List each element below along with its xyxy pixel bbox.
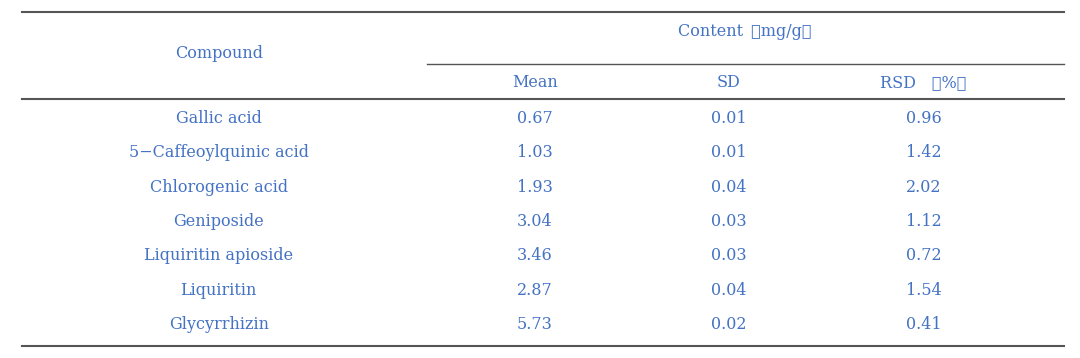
Text: 1.12: 1.12 xyxy=(905,213,942,230)
Text: 3.04: 3.04 xyxy=(517,213,552,230)
Text: 1.54: 1.54 xyxy=(905,282,942,299)
Text: 0.67: 0.67 xyxy=(516,110,553,127)
Text: Liquiritin apioside: Liquiritin apioside xyxy=(144,247,294,265)
Text: 5−Caffeoylquinic acid: 5−Caffeoylquinic acid xyxy=(129,144,309,161)
Text: Geniposide: Geniposide xyxy=(173,213,265,230)
Text: 0.04: 0.04 xyxy=(712,179,746,195)
Text: Liquiritin: Liquiritin xyxy=(180,282,257,299)
Text: Glycyrrhizin: Glycyrrhizin xyxy=(168,316,269,333)
Text: Gallic acid: Gallic acid xyxy=(176,110,261,127)
Text: 1.42: 1.42 xyxy=(906,144,941,161)
Text: 0.02: 0.02 xyxy=(712,316,746,333)
Text: 0.41: 0.41 xyxy=(906,316,941,333)
Text: 5.73: 5.73 xyxy=(516,316,553,333)
Text: RSD （%）: RSD （%） xyxy=(880,74,967,91)
Text: Content （mg/g）: Content （mg/g） xyxy=(678,23,812,40)
Text: 2.02: 2.02 xyxy=(906,179,941,195)
Text: 1.93: 1.93 xyxy=(516,179,553,195)
Text: Compound: Compound xyxy=(175,45,262,62)
Text: 0.72: 0.72 xyxy=(906,247,941,265)
Text: 0.96: 0.96 xyxy=(905,110,942,127)
Text: 1.03: 1.03 xyxy=(516,144,553,161)
Text: 0.04: 0.04 xyxy=(712,282,746,299)
Text: 0.01: 0.01 xyxy=(712,110,746,127)
Text: Mean: Mean xyxy=(512,74,557,91)
Text: 0.03: 0.03 xyxy=(712,247,746,265)
Text: Chlorogenic acid: Chlorogenic acid xyxy=(150,179,287,195)
Text: 0.03: 0.03 xyxy=(712,213,746,230)
Text: SD: SD xyxy=(717,74,741,91)
Text: 0.01: 0.01 xyxy=(712,144,746,161)
Text: 2.87: 2.87 xyxy=(516,282,553,299)
Text: 3.46: 3.46 xyxy=(516,247,553,265)
